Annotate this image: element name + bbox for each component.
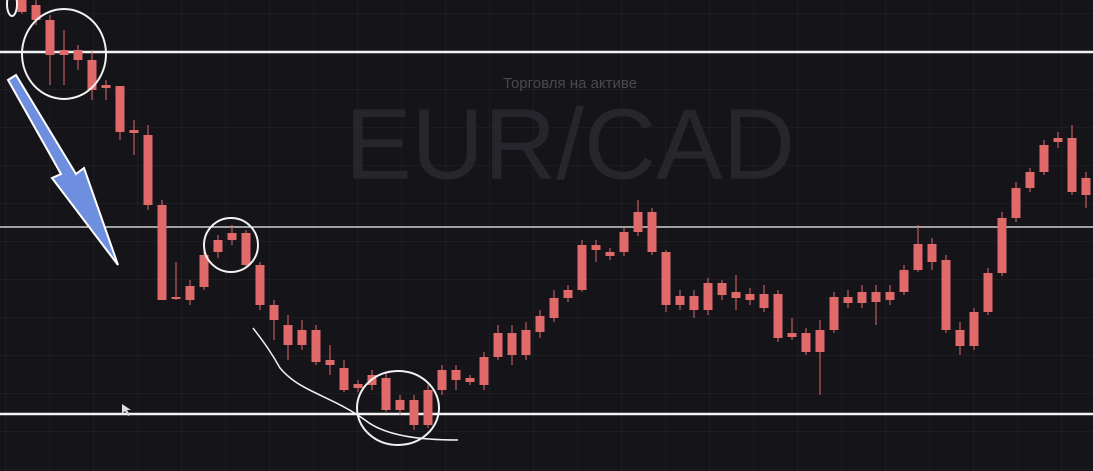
candle-body bbox=[255, 265, 265, 305]
candle-body bbox=[199, 255, 209, 287]
candle-body bbox=[759, 294, 769, 308]
candle-body bbox=[185, 286, 195, 300]
candle-body bbox=[843, 297, 853, 303]
candle-body bbox=[563, 290, 573, 298]
candle-body bbox=[871, 292, 881, 302]
candle-body bbox=[17, 0, 27, 12]
candle-body bbox=[745, 294, 755, 300]
candle-body bbox=[1081, 178, 1091, 195]
watermark-title: EUR/CAD bbox=[345, 88, 795, 200]
arrow bbox=[6, 73, 119, 266]
candle-body bbox=[451, 370, 461, 380]
candle-body bbox=[521, 330, 531, 355]
candle-body bbox=[997, 218, 1007, 273]
candle-body bbox=[885, 292, 895, 300]
candle-body bbox=[549, 298, 559, 318]
candle-body bbox=[59, 50, 69, 55]
candle-body bbox=[927, 244, 937, 262]
candle-body bbox=[269, 305, 279, 320]
candle-body bbox=[815, 330, 825, 352]
candle-body bbox=[395, 400, 405, 410]
candle-body bbox=[115, 86, 125, 132]
candle-body bbox=[535, 316, 545, 332]
candle-body bbox=[101, 85, 111, 88]
candle-body bbox=[507, 333, 517, 355]
candle-body bbox=[633, 212, 643, 232]
candle-body bbox=[941, 260, 951, 330]
candle-body bbox=[129, 130, 139, 133]
candle-body bbox=[1053, 138, 1063, 142]
hand-drawn-curve bbox=[252, 327, 459, 441]
candle-body bbox=[423, 390, 433, 425]
candle-body bbox=[45, 20, 55, 55]
candle-body bbox=[675, 296, 685, 305]
candle-body bbox=[437, 370, 447, 390]
candle-body bbox=[157, 205, 167, 300]
candle-body bbox=[703, 283, 713, 310]
candle-body bbox=[465, 378, 475, 382]
candle-body bbox=[647, 212, 657, 252]
candle-body bbox=[213, 240, 223, 252]
candle-body bbox=[171, 297, 181, 299]
candle-body bbox=[689, 296, 699, 310]
circle bbox=[21, 8, 107, 100]
candle-body bbox=[31, 5, 41, 20]
arrow-shape bbox=[6, 73, 119, 266]
candle-body bbox=[983, 273, 993, 312]
candle-body bbox=[1011, 188, 1021, 218]
candle-body bbox=[913, 244, 923, 270]
candle-body bbox=[493, 333, 503, 357]
candle-body bbox=[829, 297, 839, 330]
candle-body bbox=[227, 233, 237, 240]
candle-body bbox=[143, 135, 153, 205]
candle-body bbox=[857, 292, 867, 303]
candle-body bbox=[1039, 145, 1049, 172]
circle bbox=[6, 0, 18, 17]
candle-body bbox=[969, 312, 979, 346]
candle-body bbox=[283, 325, 293, 345]
candle-body bbox=[325, 360, 335, 365]
candle-body bbox=[1067, 138, 1077, 192]
candle-body bbox=[241, 233, 251, 265]
candle-body bbox=[87, 60, 97, 90]
candle-body bbox=[787, 333, 797, 337]
annotations bbox=[6, 0, 459, 446]
candle-body bbox=[899, 270, 909, 292]
candle-body bbox=[1025, 172, 1035, 188]
watermark-subtitle: Торговля на активе bbox=[503, 75, 637, 92]
candle-body bbox=[381, 378, 391, 410]
candle-body bbox=[717, 283, 727, 295]
candle-body bbox=[731, 292, 741, 298]
candle-body bbox=[73, 50, 83, 60]
candle-body bbox=[311, 330, 321, 362]
candle-body bbox=[661, 252, 671, 305]
cursor bbox=[122, 404, 131, 416]
candle-body bbox=[801, 333, 811, 352]
candle-body bbox=[353, 384, 363, 388]
candle-body bbox=[773, 294, 783, 338]
candle-body bbox=[409, 400, 419, 425]
candle-body bbox=[605, 252, 615, 256]
circle bbox=[356, 370, 440, 446]
circle bbox=[203, 217, 259, 273]
candle-body bbox=[479, 357, 489, 385]
candle-body bbox=[297, 330, 307, 345]
candle-body bbox=[591, 245, 601, 250]
candle-body bbox=[619, 232, 629, 252]
candle-body bbox=[339, 368, 349, 390]
candle-body bbox=[955, 330, 965, 346]
candle-body bbox=[577, 245, 587, 290]
